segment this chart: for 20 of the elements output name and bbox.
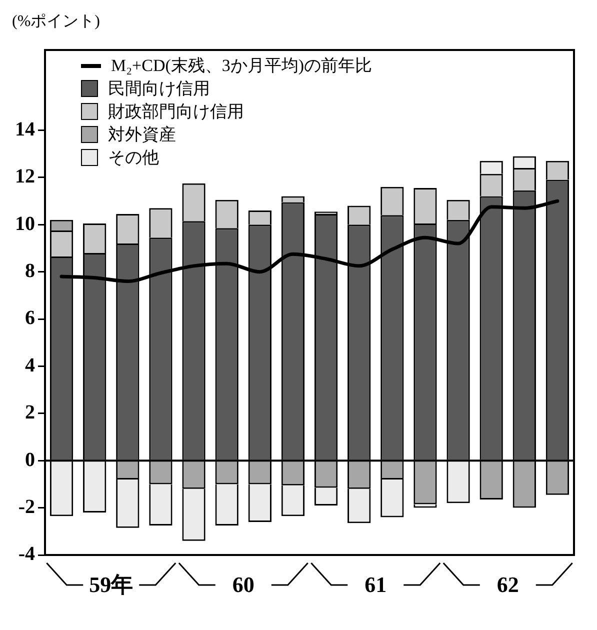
legend-label: その他 [108, 147, 159, 169]
y-tick-label: 4 [25, 354, 35, 376]
y-tick-label: 0 [25, 448, 35, 471]
y-tick-label: -4 [18, 543, 35, 566]
y-tick-label: 2 [25, 402, 35, 424]
text: 59年 [89, 571, 134, 599]
text: 61 [364, 571, 387, 599]
y-axis-title: (%ポイント) [12, 13, 100, 30]
y-tick-label: 12 [15, 166, 35, 188]
text: 62 [496, 571, 519, 599]
y-tick-label: 8 [25, 260, 35, 282]
legend-label: M₂+CD(末残、3か月平均)の前年比 [111, 55, 372, 77]
y-tick-label: 10 [15, 212, 35, 235]
text: 60 [232, 571, 254, 599]
legend-label: 財政部門向け信用 [108, 101, 244, 123]
y-tick-label: 14 [15, 118, 35, 140]
legend-label: 対外資産 [108, 124, 176, 146]
y-tick-label: -2 [18, 496, 35, 518]
legend-label: 民間向け信用 [108, 78, 210, 100]
y-tick-label: 6 [25, 307, 35, 330]
